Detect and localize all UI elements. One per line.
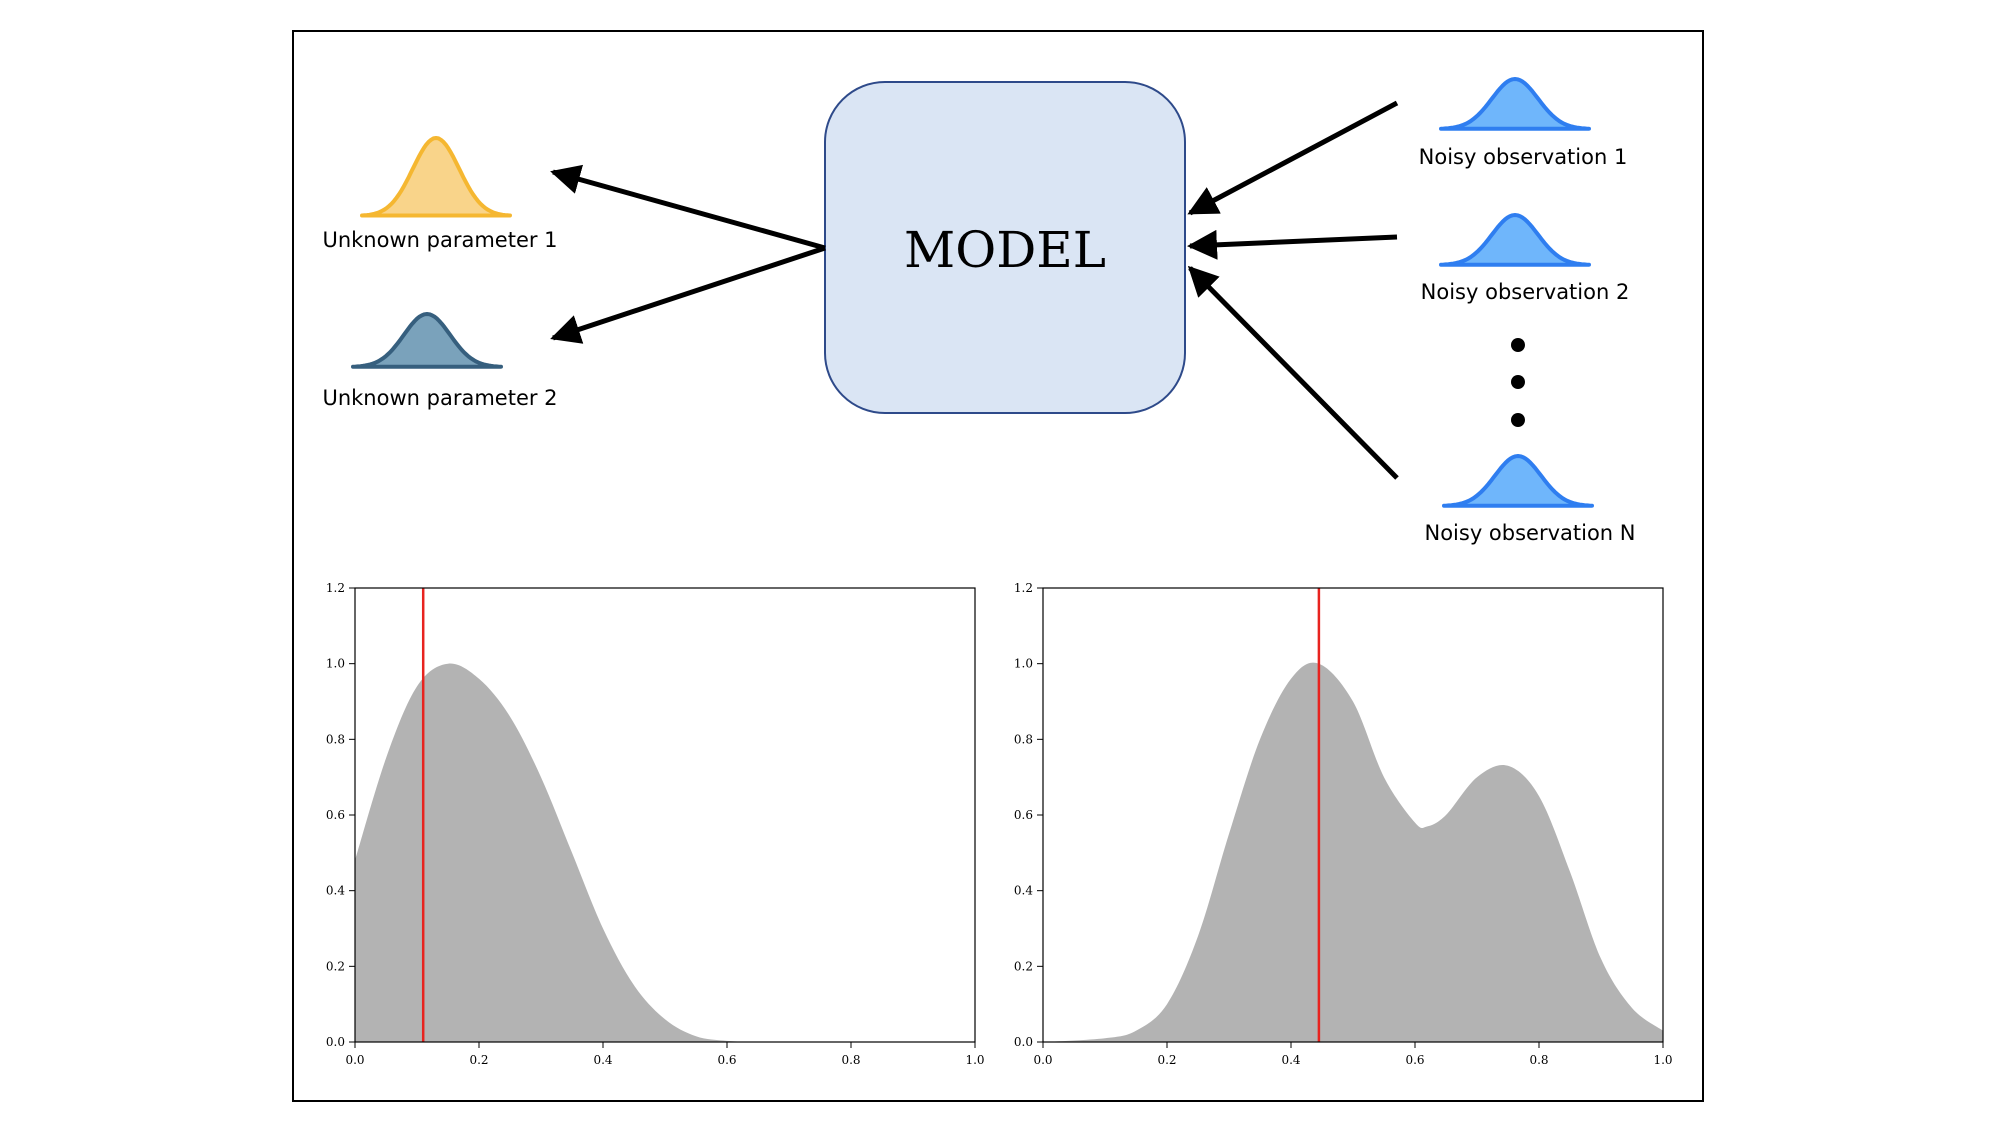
x-tick-label: 0.6 (1405, 1053, 1424, 1067)
x-tick-label: 0.0 (1033, 1053, 1052, 1067)
x-tick-label: 0.4 (1281, 1053, 1300, 1067)
arrow-from-obs-1 (1187, 100, 1399, 216)
x-tick-label: 0.4 (593, 1053, 612, 1067)
param-2-group: Unknown parameter 2 (322, 312, 558, 410)
y-tick-label: 1.0 (1014, 657, 1033, 671)
y-tick-label: 0.8 (1014, 732, 1033, 746)
param-1-gaussian-icon (360, 136, 512, 218)
obs-1-label: Noisy observation 1 (1419, 145, 1628, 169)
y-tick-label: 0.2 (326, 959, 345, 973)
y-tick-label: 0.2 (1014, 959, 1033, 973)
y-tick-label: 1.0 (326, 657, 345, 671)
x-tick-label: 0.8 (1529, 1053, 1548, 1067)
y-tick-label: 0.0 (326, 1035, 345, 1049)
y-tick-label: 0.6 (326, 808, 345, 822)
y-tick-label: 0.8 (326, 732, 345, 746)
y-tick-label: 0.4 (326, 884, 345, 898)
x-tick-label: 0.2 (1157, 1053, 1176, 1067)
x-tick-label: 1.0 (1653, 1053, 1672, 1067)
observation-arrows (1187, 100, 1399, 480)
obs-2-label: Noisy observation 2 (1421, 280, 1630, 304)
density-area (1043, 662, 1663, 1042)
model-label: MODEL (904, 221, 1106, 279)
param-1-group: Unknown parameter 1 (322, 136, 558, 252)
x-tick-label: 1.0 (965, 1053, 984, 1067)
param-2-label: Unknown parameter 2 (322, 386, 557, 410)
model-box: MODEL (824, 81, 1186, 414)
obs-n-gaussian-icon (1442, 454, 1594, 508)
arrow-to-param-1 (550, 164, 826, 251)
param-arrows (550, 164, 826, 344)
y-tick-label: 1.2 (326, 581, 345, 595)
density-area (355, 663, 975, 1043)
arrow-from-obs-n (1187, 265, 1399, 480)
obs-2-gaussian-icon (1439, 213, 1591, 267)
chart-left: 0.0 0.2 0.4 0.6 0.8 1.0 0.0 0.2 0.4 0.6 0.8 1.0 1.2 (326, 581, 985, 1067)
x-tick-label: 0.6 (717, 1053, 736, 1067)
ellipsis-dot (1511, 375, 1525, 389)
x-tick-label: 0.2 (469, 1053, 488, 1067)
y-tick-label: 1.2 (1014, 581, 1033, 595)
ellipsis-dot (1511, 413, 1525, 427)
ellipsis-dot (1511, 338, 1525, 352)
x-tick-label: 0.8 (841, 1053, 860, 1067)
y-tick-label: 0.0 (1014, 1035, 1033, 1049)
obs-n-group: Noisy observation N (1424, 454, 1636, 545)
obs-1-group: Noisy observation 1 (1419, 77, 1628, 169)
obs-1-gaussian-icon (1439, 77, 1591, 131)
obs-n-label: Noisy observation N (1424, 521, 1635, 545)
param-1-label: Unknown parameter 1 (322, 228, 557, 252)
chart-right: 0.0 0.2 0.4 0.6 0.8 1.0 0.0 0.2 0.4 0.6 0.8 1.0 1.2 (1014, 581, 1673, 1067)
ellipsis-dots (1511, 338, 1525, 427)
arrow-to-param-2 (550, 245, 826, 344)
param-2-gaussian-icon (351, 312, 503, 369)
x-tick-label: 0.0 (345, 1053, 364, 1067)
obs-2-group: Noisy observation 2 (1421, 213, 1630, 304)
figure-frame (292, 30, 1704, 1102)
y-tick-label: 0.4 (1014, 884, 1033, 898)
arrow-from-obs-2 (1187, 229, 1398, 260)
y-tick-label: 0.6 (1014, 808, 1033, 822)
